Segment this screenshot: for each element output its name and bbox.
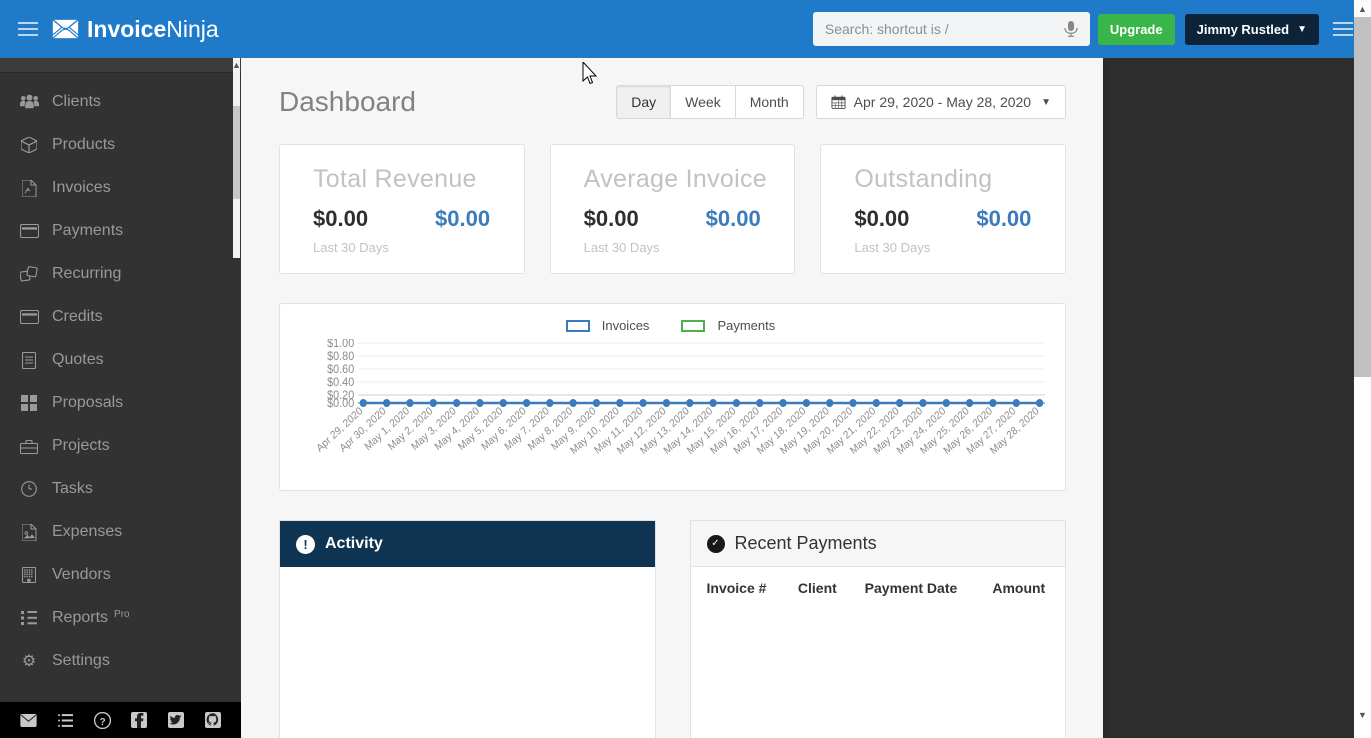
svg-text:$0.00: $0.00 <box>327 398 354 411</box>
svg-text:$0.40: $0.40 <box>327 377 354 390</box>
svg-text:$0.60: $0.60 <box>327 364 354 377</box>
svg-text:$1.00: $1.00 <box>327 339 354 350</box>
svg-text:$0.80: $0.80 <box>327 351 354 364</box>
svg-text:?: ? <box>99 717 105 728</box>
